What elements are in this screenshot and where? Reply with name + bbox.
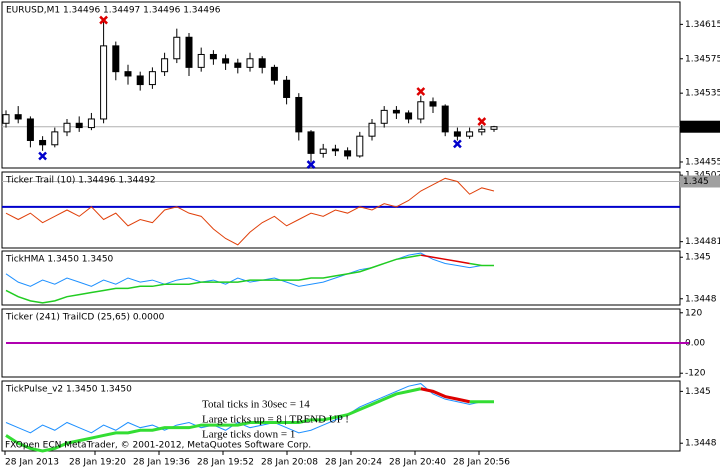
- candle-body: [2, 114, 10, 124]
- candle-body: [39, 139, 47, 146]
- x-tick-label: 28 Jan 19:52: [197, 458, 254, 468]
- candle-body: [368, 122, 376, 137]
- x-tick-label: 28 Jan 19:20: [69, 458, 126, 468]
- indicator-line: [5, 383, 494, 434]
- candle-body: [75, 122, 83, 129]
- panel-title: EURUSD,M1 1.34496 1.34497 1.34496 1.3449…: [6, 6, 221, 16]
- candle-body: [209, 53, 217, 60]
- candle-body: [222, 58, 230, 64]
- candle-body: [356, 135, 364, 157]
- y-tick-label: 1.34575: [685, 54, 720, 64]
- candle-body: [441, 105, 449, 133]
- y-tick-label: 1.34615: [685, 20, 720, 30]
- candle-body: [319, 148, 327, 154]
- panel-title: Ticker (241) TrailCD (25,65) 0.0000: [5, 313, 165, 323]
- candle-body: [380, 109, 388, 124]
- x-tick-label: 28 Jan 20:08: [261, 458, 318, 468]
- pulse-note: Large ticks down = 1: [202, 429, 295, 441]
- candle-body: [14, 114, 22, 120]
- candle-body: [490, 126, 498, 130]
- y-tick-label: 1.3448: [685, 294, 717, 304]
- candle-body: [185, 36, 193, 68]
- indicator-line: [5, 252, 494, 287]
- signal-marker: [99, 15, 108, 25]
- y-tick-label: 1.345: [685, 387, 711, 397]
- y-tick-label: 1.345: [685, 253, 711, 263]
- candle-body: [405, 112, 413, 120]
- candle-body: [295, 96, 303, 133]
- indicator-line: [420, 254, 470, 265]
- x-tick-label: 28 Jan 2013: [5, 458, 59, 468]
- candle-body: [26, 118, 34, 141]
- panel-frame: [1, 250, 681, 306]
- y-tick-label: 1.34535: [685, 89, 720, 99]
- panel-frame: [1, 1, 681, 169]
- x-tick-label: 28 Jan 20:24: [325, 458, 382, 468]
- signal-marker: [306, 160, 316, 169]
- y-tick-label: 0.00: [685, 339, 705, 349]
- footer: FXOpen ECN MetaTrader, © 2001-2012, Meta…: [5, 441, 311, 451]
- candle-body: [234, 62, 242, 68]
- candle-body: [148, 71, 156, 86]
- candle-body: [246, 58, 254, 68]
- candle-body: [161, 58, 169, 73]
- signal-marker: [453, 139, 462, 149]
- y-tick-label: 1.34481: [685, 237, 720, 247]
- y-tick-label: 120: [685, 308, 702, 318]
- signal-marker: [38, 151, 47, 161]
- current-box: [680, 120, 720, 133]
- candle-body: [478, 128, 486, 133]
- candle-body: [429, 101, 437, 107]
- candle-body: [51, 131, 59, 146]
- candle-body: [453, 131, 461, 137]
- current-label: 1.34496: [683, 122, 720, 132]
- candle-body: [392, 109, 400, 114]
- candle-body: [173, 36, 181, 60]
- pulse-note: Total ticks in 30sec = 14: [202, 399, 310, 411]
- candle-body: [100, 45, 108, 120]
- candle-body: [197, 53, 205, 68]
- indicator-line: [469, 262, 494, 267]
- pulse-note: Large ticks up = 8 | TREND UP !: [202, 414, 349, 426]
- candle-body: [344, 150, 352, 157]
- signal-marker: [477, 117, 487, 126]
- current-label: 1.345: [683, 177, 709, 187]
- candle-body: [283, 79, 291, 98]
- x-tick-label: 28 Jan 19:36: [133, 458, 190, 468]
- candle-body: [417, 101, 425, 120]
- y-tick-label: 1.3448: [685, 439, 717, 449]
- panel-frame: [1, 171, 681, 249]
- indicator-line: [5, 254, 421, 304]
- candle-body: [307, 131, 315, 154]
- panel-title: TickHMA 1.3450 1.3450: [5, 255, 114, 265]
- candle-body: [112, 45, 120, 73]
- y-tick-label: -120: [685, 369, 706, 379]
- indicator-line: [5, 387, 422, 453]
- candle-body: [331, 148, 339, 152]
- candle-body: [136, 75, 144, 86]
- x-tick-label: 28 Jan 20:56: [453, 458, 510, 468]
- y-tick-label: 1.34455: [685, 157, 720, 167]
- indicator-line: [420, 387, 470, 404]
- signal-marker: [416, 87, 426, 96]
- indicator-line: [5, 177, 495, 246]
- candle-body: [258, 58, 266, 68]
- x-tick-label: 28 Jan 20:40: [389, 458, 446, 468]
- panel-title: Ticker Trail (10) 1.34496 1.34492: [5, 176, 156, 186]
- panel-title: TickPulse_v2 1.3450 1.3450: [5, 385, 132, 395]
- candle-body: [63, 122, 71, 133]
- current-box: [680, 175, 720, 188]
- candle-body: [466, 131, 474, 137]
- candle-body: [87, 118, 95, 129]
- candle-body: [270, 66, 278, 81]
- candle-body: [124, 71, 132, 77]
